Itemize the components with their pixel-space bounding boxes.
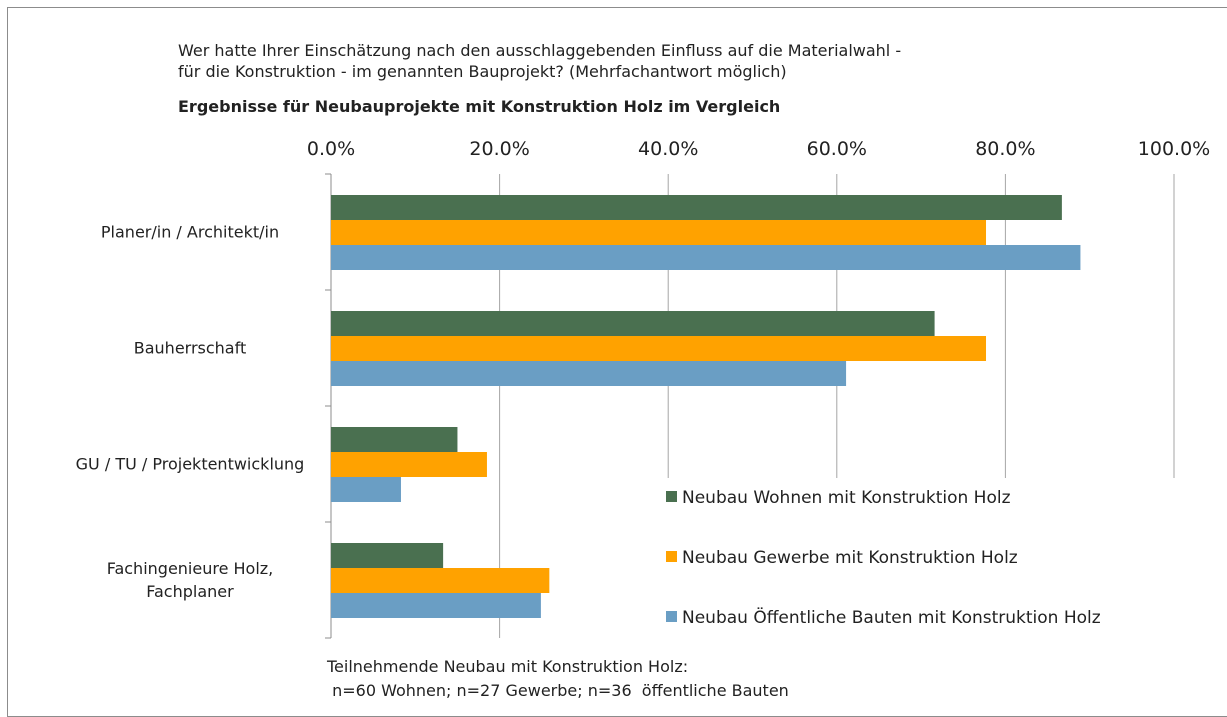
footnote: Teilnehmende Neubau mit Konstruktion Hol… bbox=[326, 657, 688, 676]
bar bbox=[331, 568, 550, 593]
bar bbox=[331, 361, 847, 386]
x-tick-label: 0.0% bbox=[307, 138, 355, 160]
chart-subtitle: Ergebnisse für Neubauprojekte mit Konstr… bbox=[178, 97, 780, 116]
bar bbox=[331, 336, 987, 361]
y-tick-label: Fachingenieure Holz, Fachplaner bbox=[106, 559, 274, 601]
legend-label: Neubau Öffentliche Bauten mit Konstrukti… bbox=[682, 606, 1101, 628]
y-tick-label: Bauherrschaft bbox=[133, 338, 247, 358]
chart-title: für die Konstruktion - im genannten Baup… bbox=[178, 62, 787, 81]
y-tick-label: GU / TU / Projektentwicklung bbox=[75, 454, 305, 474]
bar bbox=[331, 477, 401, 502]
bar bbox=[331, 452, 487, 477]
bar bbox=[331, 311, 935, 336]
bar bbox=[331, 245, 1081, 270]
x-tick-label: 80.0% bbox=[975, 138, 1035, 160]
bar bbox=[331, 220, 987, 245]
bar bbox=[331, 543, 444, 568]
legend: Neubau Wohnen mit Konstruktion Holz Neuba… bbox=[660, 478, 1205, 638]
x-tick-label: 60.0% bbox=[807, 138, 867, 160]
bar bbox=[331, 593, 541, 618]
footnote: n=60 Wohnen; n=27 Gewerbe; n=36 öffentli… bbox=[327, 681, 789, 700]
bar bbox=[331, 195, 1062, 220]
legend-swatch bbox=[666, 491, 677, 502]
y-tick-label: Planer/in / Architekt/in bbox=[100, 222, 280, 242]
legend-swatch bbox=[666, 551, 677, 562]
legend-swatch bbox=[666, 611, 677, 622]
x-tick-label: 40.0% bbox=[638, 138, 698, 160]
legend-background bbox=[660, 478, 1205, 638]
x-tick-label: 100.0% bbox=[1138, 138, 1210, 160]
legend-label: Neubau Wohnen mit Konstruktion Holz bbox=[682, 488, 1011, 508]
legend-label: Neubau Gewerbe mit Konstruktion Holz bbox=[682, 548, 1018, 568]
chart-title: Wer hatte Ihrer Einschätzung nach den au… bbox=[178, 41, 901, 60]
bar bbox=[331, 427, 458, 452]
x-tick-label: 20.0% bbox=[469, 138, 529, 160]
